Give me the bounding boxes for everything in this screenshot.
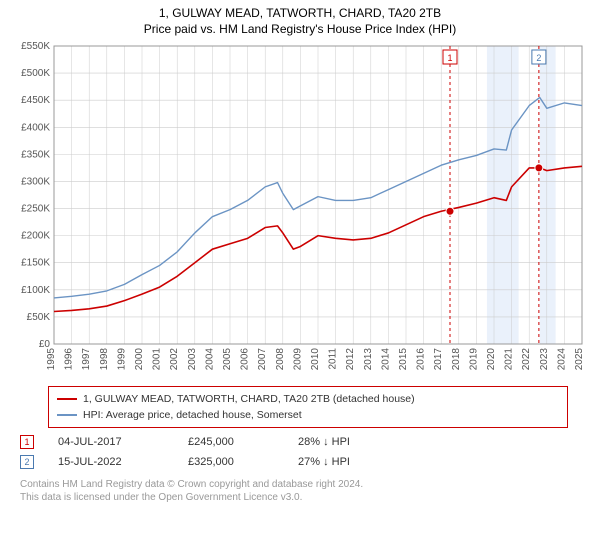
title-block: 1, GULWAY MEAD, TATWORTH, CHARD, TA20 2T… xyxy=(12,6,588,36)
svg-text:£500K: £500K xyxy=(21,68,50,79)
svg-text:2002: 2002 xyxy=(169,348,180,371)
sale-date: 15-JUL-2022 xyxy=(58,456,188,468)
svg-text:£450K: £450K xyxy=(21,95,50,106)
svg-text:2012: 2012 xyxy=(345,348,356,371)
line-chart: £0£50K£100K£150K£200K£250K£300K£350K£400… xyxy=(12,40,588,380)
svg-text:2000: 2000 xyxy=(134,348,145,371)
svg-text:£350K: £350K xyxy=(21,149,50,160)
svg-text:2003: 2003 xyxy=(187,348,198,371)
svg-text:2018: 2018 xyxy=(451,348,462,371)
sale-price: £245,000 xyxy=(188,436,298,448)
sale-index-box: 1 xyxy=(20,435,34,449)
svg-text:2011: 2011 xyxy=(328,348,339,370)
sale-index-box: 2 xyxy=(20,455,34,469)
svg-text:2: 2 xyxy=(536,53,541,63)
svg-text:2004: 2004 xyxy=(204,348,215,371)
sales-row: 2 15-JUL-2022 £325,000 27% ↓ HPI xyxy=(20,452,588,472)
svg-text:2013: 2013 xyxy=(363,348,374,371)
svg-text:2021: 2021 xyxy=(504,348,515,371)
svg-text:2001: 2001 xyxy=(152,348,163,371)
svg-text:2024: 2024 xyxy=(556,348,567,371)
svg-text:£100K: £100K xyxy=(21,285,50,296)
svg-text:2006: 2006 xyxy=(240,348,251,371)
svg-text:1999: 1999 xyxy=(116,348,127,371)
svg-text:£300K: £300K xyxy=(21,176,50,187)
legend-swatch-hpi xyxy=(57,414,77,416)
sale-date: 04-JUL-2017 xyxy=(58,436,188,448)
svg-text:2008: 2008 xyxy=(275,348,286,371)
chart-container: 1, GULWAY MEAD, TATWORTH, CHARD, TA20 2T… xyxy=(0,0,600,510)
legend-box: 1, GULWAY MEAD, TATWORTH, CHARD, TA20 2T… xyxy=(48,386,568,428)
svg-text:£250K: £250K xyxy=(21,204,50,215)
legend-label-hpi: HPI: Average price, detached house, Some… xyxy=(83,409,302,421)
sales-table: 1 04-JUL-2017 £245,000 28% ↓ HPI 2 15-JU… xyxy=(20,432,588,472)
svg-text:2007: 2007 xyxy=(257,348,268,371)
svg-text:1: 1 xyxy=(447,53,452,63)
sale-price: £325,000 xyxy=(188,456,298,468)
footnote-line1: Contains HM Land Registry data © Crown c… xyxy=(20,478,588,491)
svg-text:£400K: £400K xyxy=(21,122,50,133)
svg-text:£200K: £200K xyxy=(21,231,50,242)
legend-swatch-property xyxy=(57,398,77,400)
svg-text:2017: 2017 xyxy=(433,348,444,371)
legend-row-property: 1, GULWAY MEAD, TATWORTH, CHARD, TA20 2T… xyxy=(57,391,559,407)
svg-text:2010: 2010 xyxy=(310,348,321,371)
svg-text:1996: 1996 xyxy=(64,348,75,371)
svg-text:2014: 2014 xyxy=(380,348,391,371)
svg-text:2023: 2023 xyxy=(539,348,550,371)
sale-delta: 28% ↓ HPI xyxy=(298,436,418,448)
svg-text:2022: 2022 xyxy=(521,348,532,371)
footnotes: Contains HM Land Registry data © Crown c… xyxy=(20,478,588,504)
legend-label-property: 1, GULWAY MEAD, TATWORTH, CHARD, TA20 2T… xyxy=(83,393,415,405)
footnote-line2: This data is licensed under the Open Gov… xyxy=(20,491,588,504)
chart-area: £0£50K£100K£150K£200K£250K£300K£350K£400… xyxy=(12,40,588,380)
svg-text:2009: 2009 xyxy=(292,348,303,371)
svg-text:2016: 2016 xyxy=(416,348,427,371)
svg-text:£50K: £50K xyxy=(27,312,51,323)
svg-text:2020: 2020 xyxy=(486,348,497,371)
svg-text:2025: 2025 xyxy=(574,348,585,371)
sales-row: 1 04-JUL-2017 £245,000 28% ↓ HPI xyxy=(20,432,588,452)
sale-delta: 27% ↓ HPI xyxy=(298,456,418,468)
title-address: 1, GULWAY MEAD, TATWORTH, CHARD, TA20 2T… xyxy=(12,6,588,20)
svg-text:£550K: £550K xyxy=(21,41,50,52)
svg-text:2019: 2019 xyxy=(468,348,479,371)
svg-text:£150K: £150K xyxy=(21,258,50,269)
svg-text:1998: 1998 xyxy=(99,348,110,371)
legend-row-hpi: HPI: Average price, detached house, Some… xyxy=(57,407,559,423)
svg-text:2015: 2015 xyxy=(398,348,409,371)
svg-text:2005: 2005 xyxy=(222,348,233,371)
svg-text:1997: 1997 xyxy=(81,348,92,371)
title-subtitle: Price paid vs. HM Land Registry's House … xyxy=(12,22,588,36)
svg-text:1995: 1995 xyxy=(46,348,57,371)
